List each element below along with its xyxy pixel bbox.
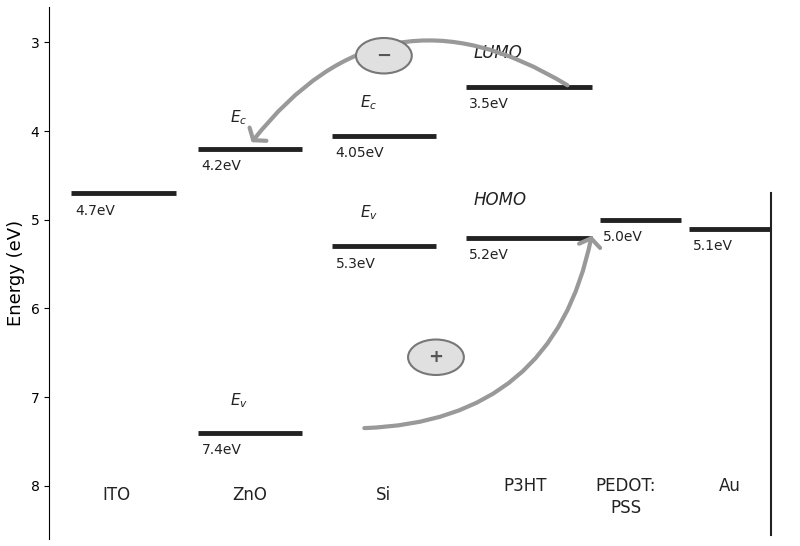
Text: 4.7eV: 4.7eV bbox=[75, 204, 115, 218]
Text: +: + bbox=[429, 348, 443, 366]
Text: $E_c$: $E_c$ bbox=[230, 108, 247, 127]
Text: PSS: PSS bbox=[610, 499, 642, 517]
Text: 5.2eV: 5.2eV bbox=[470, 248, 510, 262]
Text: P3HT: P3HT bbox=[503, 477, 547, 495]
Text: $E_v$: $E_v$ bbox=[360, 203, 378, 222]
FancyArrowPatch shape bbox=[250, 40, 567, 141]
Text: Si: Si bbox=[376, 485, 391, 503]
Text: 4.05eV: 4.05eV bbox=[335, 146, 384, 160]
Text: 5.3eV: 5.3eV bbox=[335, 257, 375, 271]
Text: ITO: ITO bbox=[102, 485, 130, 503]
Text: 4.2eV: 4.2eV bbox=[202, 159, 242, 174]
Text: $E_v$: $E_v$ bbox=[230, 392, 248, 411]
Ellipse shape bbox=[408, 340, 464, 375]
Text: 3.5eV: 3.5eV bbox=[470, 97, 510, 111]
Ellipse shape bbox=[356, 38, 412, 74]
Text: 5.0eV: 5.0eV bbox=[603, 230, 643, 245]
Y-axis label: Energy (eV): Energy (eV) bbox=[7, 220, 25, 326]
Text: HOMO: HOMO bbox=[473, 191, 526, 209]
Text: 5.1eV: 5.1eV bbox=[693, 239, 733, 253]
Text: ZnO: ZnO bbox=[233, 485, 267, 503]
Text: Au: Au bbox=[719, 477, 741, 495]
Text: −: − bbox=[376, 47, 391, 65]
Text: LUMO: LUMO bbox=[473, 44, 522, 62]
FancyArrowPatch shape bbox=[364, 238, 600, 428]
Text: $E_c$: $E_c$ bbox=[360, 93, 378, 111]
Text: 7.4eV: 7.4eV bbox=[202, 443, 242, 458]
Text: PEDOT:: PEDOT: bbox=[595, 477, 656, 495]
